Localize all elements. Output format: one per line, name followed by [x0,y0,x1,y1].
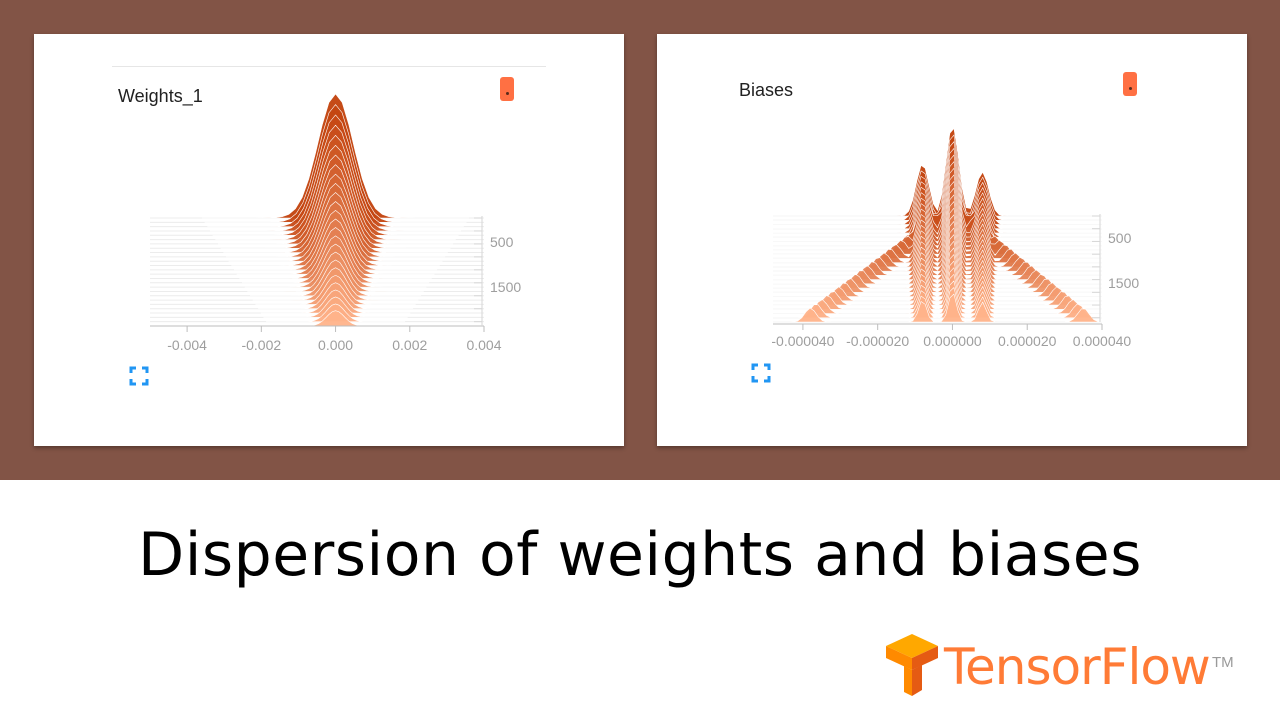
x-tick-label: 0.000000 [923,333,982,349]
x-tick-label: 0.004 [466,337,501,353]
hist-slice [773,214,1102,272]
x-tick-label: 0.002 [392,337,427,353]
x-tick-label: -0.002 [241,337,281,353]
card-divider [112,66,546,67]
hist-slice [773,160,1102,238]
y-tick-label: 1500 [490,279,521,295]
biases-histogram-chart: -0.000040 -0.000020 0.000000 0.000020 0.0000… [771,127,1139,349]
chart-title: Weights_1 [118,86,203,106]
x-tick-label: -0.000040 [771,333,834,349]
biases-histogram-card: Biases -0.000040 -0.000020 0.000000 0.00002… [657,34,1247,446]
hist-slice [773,187,1102,255]
hist-slice [773,127,1102,217]
hist-slice [773,154,1102,234]
hist-slice [773,194,1102,259]
hist-slice [773,200,1102,263]
tensorflow-logo: TensorFlow TM [882,632,1242,702]
x-tick-label: 0.000040 [1073,333,1132,349]
hist-slice [773,247,1102,293]
hist-slice [773,293,1103,323]
hist-slice [773,220,1102,276]
dots-menu-icon[interactable] [500,77,514,101]
fullscreen-expand-icon[interactable] [129,366,149,386]
hist-slice [773,180,1102,251]
logo-wordmark: TensorFlow [944,638,1211,696]
y-tick-label: 1500 [1108,275,1139,291]
hist-slice [773,207,1102,268]
slide-title: Dispersion of weights and biases [138,520,1142,590]
chart-title: Biases [739,80,794,100]
dots-menu-icon[interactable] [1123,72,1137,96]
y-tick-label: 500 [1108,230,1132,246]
hist-slice [773,286,1103,319]
hist-slice [773,167,1102,242]
x-tick-label: 0.000020 [998,333,1057,349]
hist-slice [773,227,1102,280]
hist-slice [773,174,1102,246]
hist-slice [773,141,1102,225]
x-tick-label: -0.004 [167,337,207,353]
hist-slice [773,134,1102,221]
hist-slice [773,280,1103,314]
hist-slice [773,147,1102,230]
weights-histogram-chart: -0.004 -0.002 0.000 0.002 0.004 500 1500 [150,93,521,353]
trademark-mark: TM [1212,654,1234,671]
weights-histogram-card: Weights_1 -0.004 -0.002 0.000 0.002 0.004 500… [34,34,624,446]
x-tick-label: 0.000 [318,337,353,353]
x-tick-label: -0.000020 [846,333,909,349]
fullscreen-expand-icon[interactable] [751,363,771,383]
y-tick-label: 500 [490,234,514,250]
tensorflow-logo-icon [886,634,938,696]
hist-slice [773,234,1102,285]
